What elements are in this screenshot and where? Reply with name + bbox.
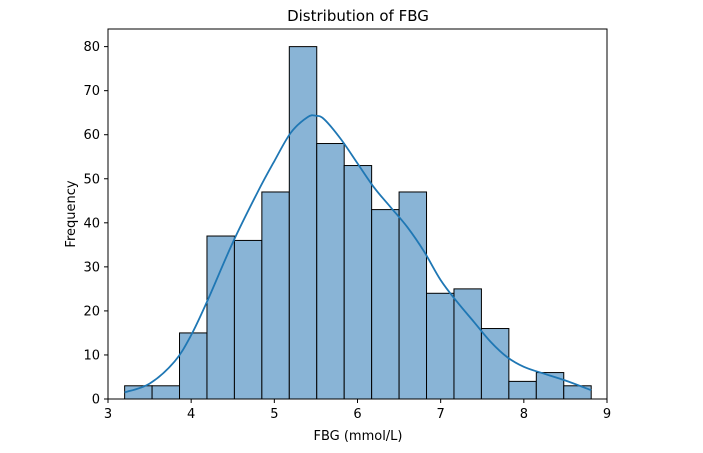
x-tick-label: 8 bbox=[520, 407, 528, 422]
kde-curve bbox=[124, 114, 592, 394]
histogram-bar-8 bbox=[343, 165, 373, 400]
y-tick-label: 20 bbox=[83, 304, 100, 319]
y-tick-label: 40 bbox=[83, 216, 100, 231]
histogram-bar-10 bbox=[398, 191, 428, 400]
histogram-bar-6 bbox=[288, 46, 318, 400]
x-axis-label: FBG (mmol/L) bbox=[313, 429, 402, 444]
histogram-bar-15 bbox=[535, 372, 565, 400]
histogram-bar-11 bbox=[426, 292, 455, 400]
y-tick-label: 10 bbox=[83, 348, 100, 363]
histogram-bar-14 bbox=[508, 380, 537, 400]
y-tick-label: 50 bbox=[83, 172, 100, 187]
histogram-bar-2 bbox=[179, 332, 208, 400]
x-tick-label: 6 bbox=[353, 407, 361, 422]
histogram-bar-7 bbox=[316, 143, 345, 400]
histogram-bar-13 bbox=[480, 328, 510, 400]
y-tick-label: 80 bbox=[83, 40, 100, 55]
y-tick-label: 60 bbox=[83, 128, 100, 143]
y-axis-label: Frequency bbox=[64, 180, 79, 247]
chart-title: Distribution of FBG bbox=[287, 7, 429, 25]
x-tick-label: 7 bbox=[437, 407, 445, 422]
histogram-bar-9 bbox=[371, 209, 400, 400]
x-tick-label: 4 bbox=[187, 407, 195, 422]
histogram-bar-12 bbox=[453, 288, 482, 400]
histogram-bar-5 bbox=[261, 191, 290, 400]
histogram-bar-3 bbox=[206, 235, 235, 400]
x-ticks: 3 4 5 6 7 8 9 bbox=[104, 399, 611, 422]
histogram-bar-4 bbox=[233, 239, 263, 400]
x-tick-label: 5 bbox=[270, 407, 278, 422]
y-tick-label: 0 bbox=[92, 393, 100, 408]
bars-layer bbox=[124, 46, 592, 400]
x-tick-label: 9 bbox=[603, 407, 611, 422]
histogram-bar-1 bbox=[151, 385, 181, 400]
y-ticks: 0 10 20 30 40 50 60 70 80 bbox=[83, 40, 108, 408]
y-tick-label: 30 bbox=[83, 260, 100, 275]
y-tick-label: 70 bbox=[83, 84, 100, 99]
x-tick-label: 3 bbox=[104, 407, 112, 422]
